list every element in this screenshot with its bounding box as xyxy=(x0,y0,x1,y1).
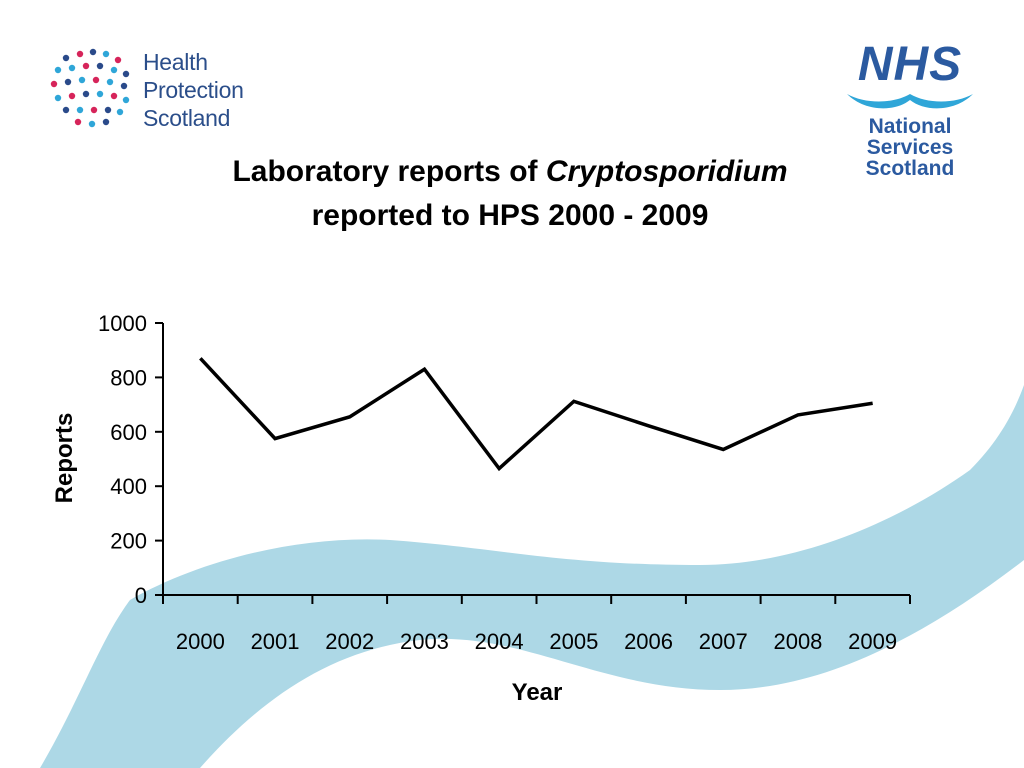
hps-line-2: Protection xyxy=(143,77,244,103)
wave-body xyxy=(200,560,1024,768)
nhs-logo: NHS National Services Scotland xyxy=(840,40,980,190)
title-line-1: Laboratory reports of Cryptosporidium xyxy=(130,150,890,194)
x-tick-label: 2008 xyxy=(773,629,822,654)
title-line-2: reported to HPS 2000 - 2009 xyxy=(311,199,709,232)
x-tick-label: 2000 xyxy=(176,629,225,654)
hps-dots-icon xyxy=(50,48,130,128)
y-tick-label: 1000 xyxy=(98,311,147,336)
nhs-line-2: Services xyxy=(866,136,954,159)
y-tick-label: 0 xyxy=(135,583,147,608)
nhs-line-1: National xyxy=(868,115,952,138)
wave-shape xyxy=(40,385,1024,768)
y-axis-title: Reports xyxy=(51,413,78,504)
hps-wordmark: Health Protection Scotland xyxy=(143,48,244,132)
x-tick-label: 2001 xyxy=(251,629,300,654)
series-line xyxy=(199,357,873,472)
y-tick-label: 600 xyxy=(110,420,147,445)
y-tick-label: 400 xyxy=(110,474,147,499)
x-tick-label: 2002 xyxy=(325,629,374,654)
x-tick-label: 2003 xyxy=(400,629,449,654)
nhs-line-3: Scotland xyxy=(865,157,955,180)
nhs-wordmark: National Services Scotland xyxy=(840,116,980,179)
chart-title: Laboratory reports of Cryptosporidium re… xyxy=(130,150,890,238)
x-tick-label: 2009 xyxy=(848,629,897,654)
nhs-mark: NHS xyxy=(857,38,963,91)
hps-line-3: Scotland xyxy=(143,105,231,131)
y-tick-label: 800 xyxy=(110,365,147,390)
x-axis-title: Year xyxy=(512,679,563,706)
x-tick-label: 2005 xyxy=(549,629,598,654)
title-organism: Cryptosporidium xyxy=(545,155,788,188)
hps-logo: Health Protection Scotland xyxy=(48,44,278,134)
nhs-swoosh-icon xyxy=(847,94,973,109)
hps-line-1: Health xyxy=(143,49,208,75)
x-tick-label: 2004 xyxy=(475,629,524,654)
y-tick-label: 200 xyxy=(110,529,147,554)
title-prefix: Laboratory reports of xyxy=(232,155,546,188)
x-tick-label: 2006 xyxy=(624,629,673,654)
x-tick-label: 2007 xyxy=(699,629,748,654)
